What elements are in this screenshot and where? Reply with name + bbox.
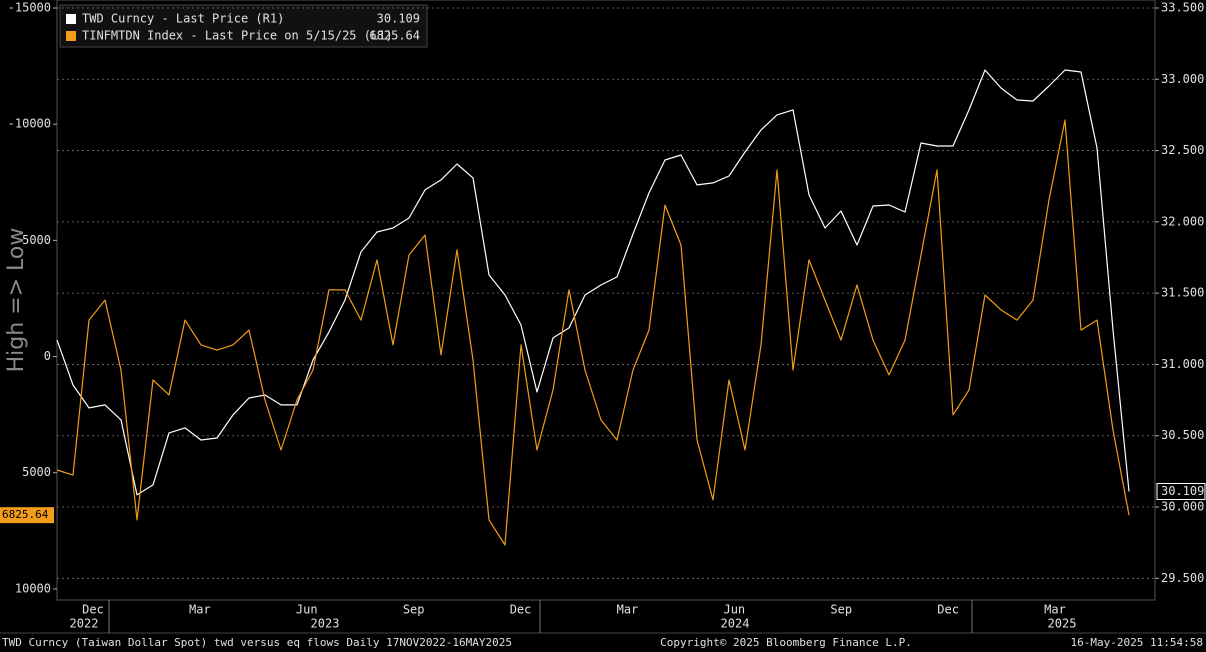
x-tick-label: Mar [1044, 603, 1066, 617]
last-price-label: 30.109 [1161, 484, 1204, 498]
legend-box [59, 4, 428, 48]
y2-tick-label: 33.000 [1161, 72, 1204, 86]
y2-tick-label: 29.500 [1161, 571, 1204, 585]
y2-tick-label: 31.500 [1161, 286, 1204, 300]
y2-tick-label: 32.500 [1161, 143, 1204, 157]
x-tick-label: Sep [830, 603, 852, 617]
y-axis-label: High => Low [4, 228, 29, 373]
year-label: 2025 [1048, 617, 1077, 631]
year-label: 2022 [70, 617, 99, 631]
last-price-box [1156, 482, 1206, 500]
legend-label: TINFMTDN Index - Last Price on 5/15/25 (… [82, 29, 393, 43]
y-tick-label: -10000 [8, 117, 51, 131]
legend-value: 6825.64 [369, 29, 420, 43]
x-tick-label: Mar [189, 603, 211, 617]
x-tick-label: Mar [617, 603, 639, 617]
y-tick-label: 5000 [22, 465, 51, 479]
x-tick-label: Jun [723, 603, 745, 617]
series-line [56, 119, 1130, 546]
y-tick-label: 5000 [22, 233, 51, 247]
footer-center: Copyright© 2025 Bloomberg Finance L.P. [660, 636, 912, 649]
y2-tick-label: 30.500 [1161, 428, 1204, 442]
y2-tick-label: 31.000 [1161, 357, 1204, 371]
legend-swatch [66, 14, 76, 24]
legend-label: TWD Curncy - Last Price (R1) [82, 12, 284, 26]
x-tick-label: Dec [937, 603, 959, 617]
y2-tick-label: 32.000 [1161, 214, 1204, 228]
y-tick-label: 0 [44, 349, 51, 363]
y2-tick-label: 30.000 [1161, 500, 1204, 514]
x-tick-label: Jun [296, 603, 318, 617]
x-tick-label: Dec [82, 603, 104, 617]
y2-tick-label: 33.500 [1161, 0, 1204, 14]
last-price-box [0, 507, 54, 524]
plot-area [56, 0, 1156, 601]
y-tick-label: -15000 [8, 0, 51, 14]
year-label: 2023 [311, 617, 340, 631]
series-line [56, 69, 1130, 496]
legend-value: 30.109 [377, 12, 420, 26]
last-price-label: 6825.64 [2, 508, 49, 521]
year-label: 2024 [721, 617, 750, 631]
footer-left: TWD Curncy (Taiwan Dollar Spot) twd vers… [2, 636, 512, 649]
x-tick-label: Sep [403, 603, 425, 617]
footer-right: 16-May-2025 11:54:58 [1071, 636, 1203, 649]
y-tick-label: 10000 [15, 581, 51, 595]
legend-swatch [66, 31, 76, 41]
x-tick-label: Dec [510, 603, 532, 617]
